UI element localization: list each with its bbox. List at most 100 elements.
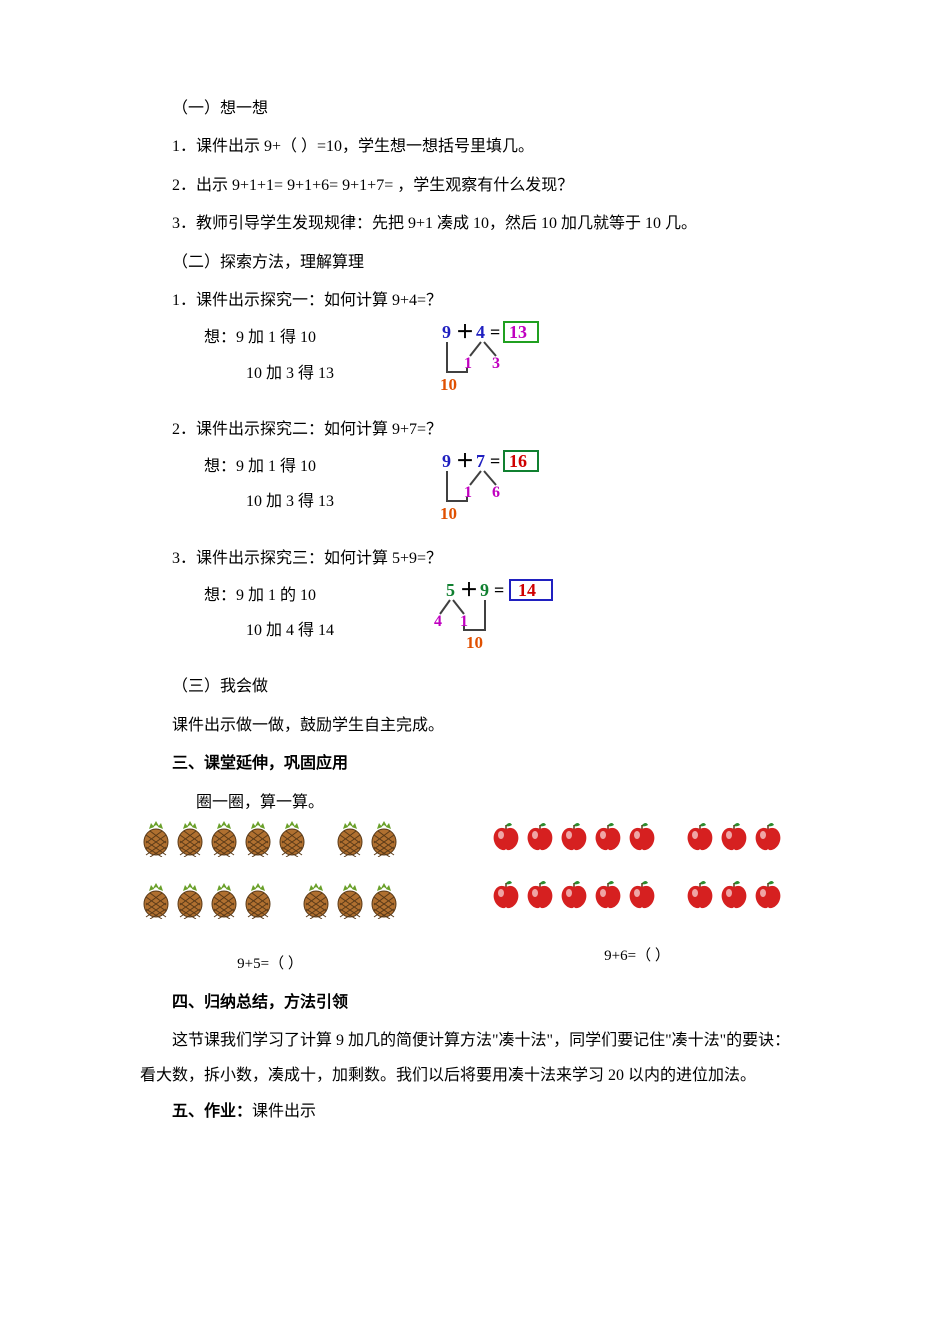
eq2: 9+6=（ ） — [490, 938, 784, 974]
pineapple-row1 — [140, 819, 400, 872]
pineapple-icon — [174, 819, 206, 857]
d3-eq: = — [494, 580, 504, 600]
fruit-section: 圈一圈，算一算。 — [140, 787, 805, 982]
pineapple-col: 9+5=（ ） — [140, 819, 400, 982]
exp3-line: 3．课件出示探究三：如何计算 5+9=？ — [140, 540, 805, 578]
exp1-think1: 想：9 加 1 得 10 — [204, 320, 434, 355]
apple-icon — [490, 877, 522, 911]
fruit-sub: 圈一圈，算一算。 — [196, 787, 805, 819]
d3-splitR — [453, 600, 464, 614]
apple-icon — [752, 819, 784, 853]
apple-icon — [684, 877, 716, 911]
d2-b: 7 — [476, 451, 485, 471]
make-ten-diagram-3: 5 ＋ 9 = 14 4 1 10 — [434, 578, 624, 653]
d1-b: 4 — [476, 322, 485, 342]
d1-plus: ＋ — [456, 322, 474, 342]
pineapple-icon — [276, 819, 308, 857]
section1-item2: 2．出示 9+1+1= 9+1+6= 9+1+7= ，学生观察有什么发现？ — [140, 167, 805, 205]
fruit-group — [684, 877, 784, 926]
section3-title: （三）我会做 — [140, 668, 805, 706]
fruit-group — [490, 819, 658, 868]
section3-line: 课件出示做一做，鼓励学生自主完成。 — [140, 707, 805, 745]
apple-icon — [524, 819, 556, 853]
make-ten-diagram-1: 9 ＋ 4 = 13 1 3 10 — [434, 320, 604, 395]
apple-icon — [718, 819, 750, 853]
apple-col: 9+6=（ ） — [490, 819, 784, 982]
make-ten-diagram-2: 9 ＋ 7 = 16 1 6 10 — [434, 449, 604, 524]
apple-row1 — [490, 819, 784, 868]
section1-item3: 3．教师引导学生发现规律：先把 9+1 凑成 10，然后 10 加几就等于 10… — [140, 205, 805, 243]
apple-icon — [684, 819, 716, 853]
section1-item1: 1．课件出示 9+（ ）=10，学生想一想括号里填几。 — [140, 128, 805, 166]
exp1-think: 想：9 加 1 得 10 10 加 3 得 13 — [204, 320, 434, 390]
section-five-label: 五、作业： — [172, 1103, 252, 1120]
apple-icon — [558, 819, 590, 853]
section-three-title: 三、课堂延伸，巩固应用 — [140, 745, 805, 783]
d1-nine: 9 — [442, 322, 451, 342]
eq1: 9+5=（ ） — [140, 946, 400, 982]
document-page: （一）想一想 1．课件出示 9+（ ）=10，学生想一想括号里填几。 2．出示 … — [0, 0, 945, 1211]
pineapple-icon — [368, 881, 400, 919]
d3-plus: ＋ — [460, 580, 478, 600]
d2-splitR — [484, 471, 496, 485]
exp1-line: 1．课件出示探究一：如何计算 9+4=？ — [140, 282, 805, 320]
apple-icon — [524, 877, 556, 911]
d2-split: 6 — [492, 484, 500, 501]
fruit-group — [300, 881, 400, 934]
section2-title: （二）探索方法，理解算理 — [140, 244, 805, 282]
d1-ans: 13 — [509, 322, 527, 342]
exp1-row: 想：9 加 1 得 10 10 加 3 得 13 9 ＋ 4 = 13 1 3 … — [204, 320, 805, 410]
fruit-group — [684, 819, 784, 868]
section-five-text: 课件出示 — [252, 1103, 316, 1120]
pineapple-icon — [368, 819, 400, 857]
apple-icon — [752, 877, 784, 911]
apple-icon — [490, 819, 522, 853]
exp3-think2: 10 加 4 得 14 — [204, 613, 434, 648]
exp1-diagram: 9 ＋ 4 = 13 1 3 10 — [434, 320, 614, 410]
apple-icon — [558, 877, 590, 911]
d2-splitL — [470, 471, 481, 485]
d3-nine: 9 — [480, 580, 489, 600]
pineapple-icon — [334, 881, 366, 919]
d1-splitL — [470, 342, 481, 356]
pineapple-icon — [242, 881, 274, 919]
d3-splitL — [440, 600, 450, 614]
section1-title: （一）想一想 — [140, 90, 805, 128]
apple-row2 — [490, 877, 784, 926]
section-four-body: 这节课我们学习了计算 9 加几的简便计算方法"凑十法"，同学们要记住"凑十法"的… — [140, 1023, 805, 1093]
apple-icon — [626, 819, 658, 853]
pineapple-icon — [242, 819, 274, 857]
fruit-group — [490, 877, 658, 926]
exp2-diagram: 9 ＋ 7 = 16 1 6 10 — [434, 449, 614, 539]
d2-ans: 16 — [509, 451, 527, 471]
d3-ten: 10 — [466, 633, 483, 652]
pineapple-icon — [140, 819, 172, 857]
d3-ans: 14 — [518, 580, 536, 600]
pineapple-icon — [174, 881, 206, 919]
d3-split: 4 — [434, 613, 442, 630]
fruit-rows: 9+5=（ ） — [140, 819, 805, 982]
exp2-think2: 10 加 3 得 13 — [204, 484, 434, 519]
d3-a: 5 — [446, 580, 455, 600]
apple-icon — [626, 877, 658, 911]
apple-icon — [592, 877, 624, 911]
exp2-row: 想：9 加 1 得 10 10 加 3 得 13 9 ＋ 7 = 16 1 6 … — [204, 449, 805, 539]
section-five: 五、作业：课件出示 — [140, 1093, 805, 1131]
exp2-think1: 想：9 加 1 得 10 — [204, 449, 434, 484]
d1-eq: = — [490, 322, 500, 342]
exp3-think: 想：9 加 1 的 10 10 加 4 得 14 — [204, 578, 434, 648]
exp3-diagram: 5 ＋ 9 = 14 4 1 10 — [434, 578, 614, 668]
exp1-think2: 10 加 3 得 13 — [204, 356, 434, 391]
d1-splitR — [484, 342, 496, 356]
pineapple-icon — [208, 819, 240, 857]
pineapple-icon — [208, 881, 240, 919]
d1-split: 3 — [492, 355, 500, 372]
d2-nine: 9 — [442, 451, 451, 471]
pineapple-row2 — [140, 881, 400, 934]
d2-plus: ＋ — [456, 451, 474, 471]
d1-ten: 10 — [440, 375, 457, 394]
pineapple-icon — [300, 881, 332, 919]
d2-ten: 10 — [440, 504, 457, 523]
exp3-think1: 想：9 加 1 的 10 — [204, 578, 434, 613]
pineapple-icon — [334, 819, 366, 857]
